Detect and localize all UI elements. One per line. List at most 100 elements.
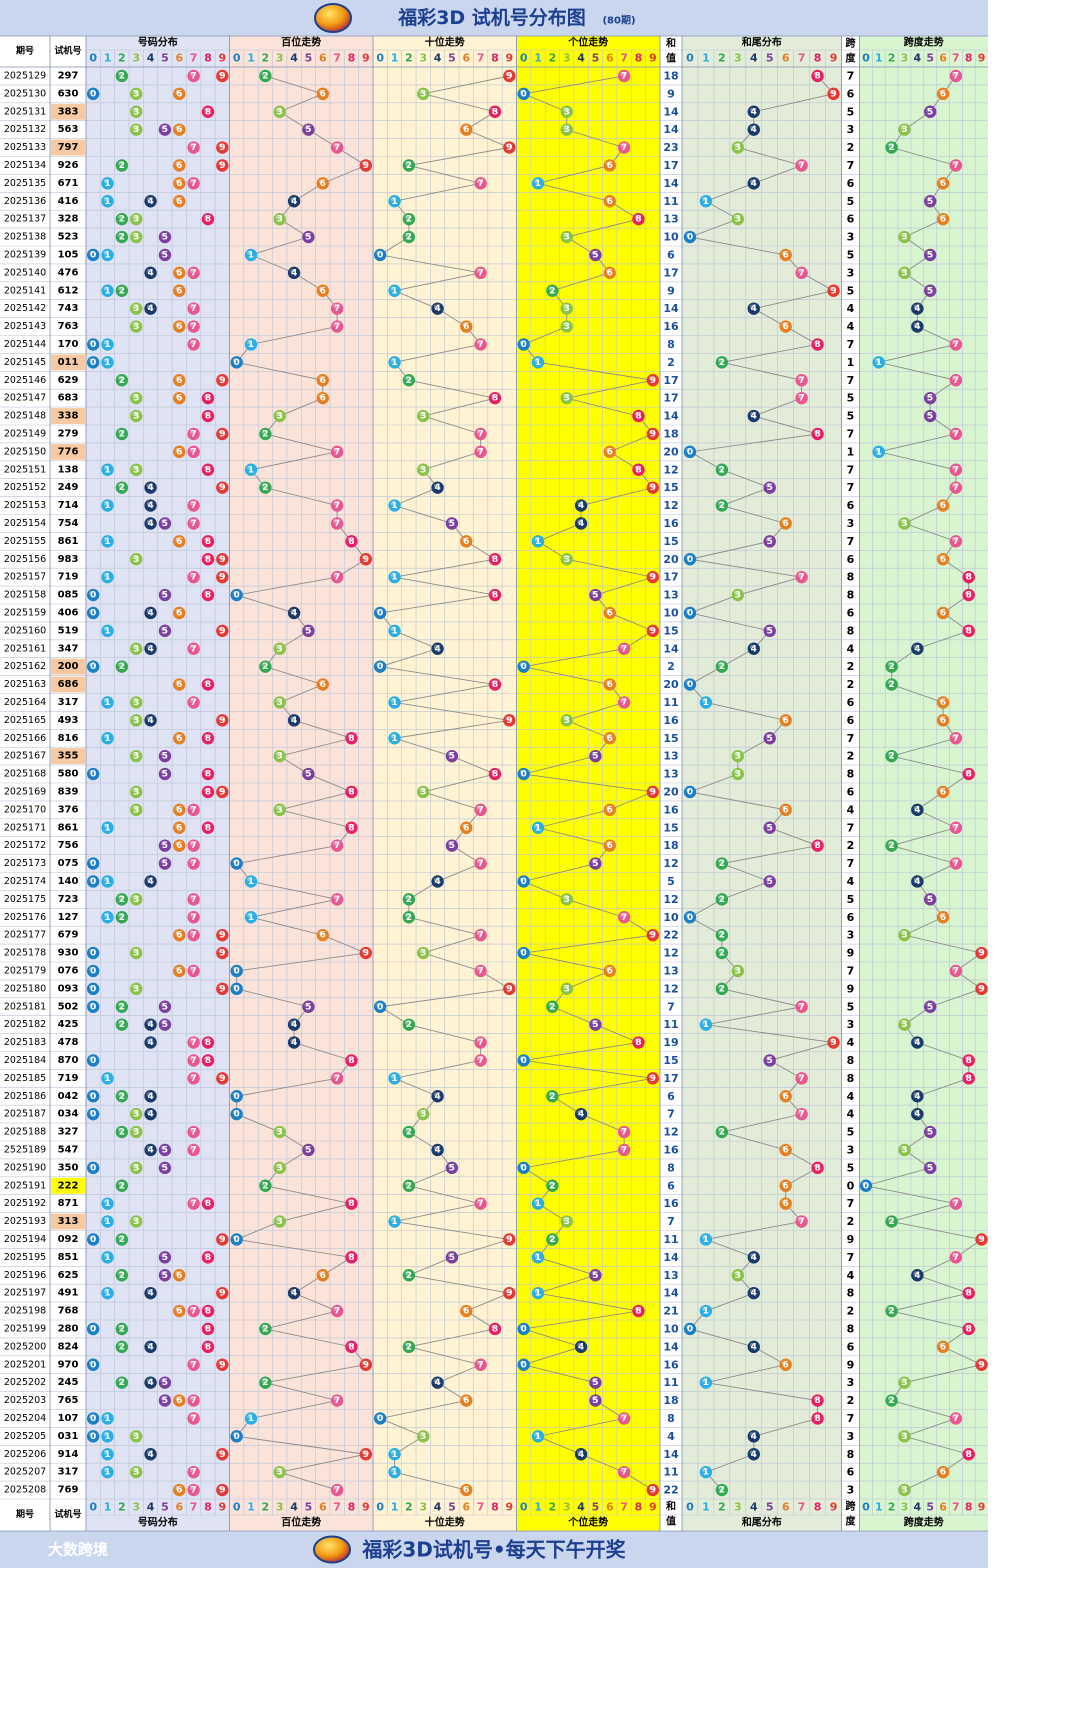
svg-text:0: 0 (687, 608, 693, 618)
hundreds-ball: 4 (287, 1018, 301, 1031)
distribution-ball: 2 (115, 911, 129, 924)
distribution-ball: 5 (158, 1394, 172, 1407)
distribution-ball: 6 (173, 1304, 186, 1318)
span-value: 7 (847, 69, 855, 82)
span-value: 7 (847, 1251, 855, 1264)
span-value: 6 (847, 606, 855, 619)
hundreds-ball: 8 (345, 732, 358, 745)
sum-tail-ball: 0 (683, 606, 697, 620)
svg-text:0: 0 (90, 591, 96, 601)
trial-number: 491 (58, 1288, 79, 1299)
span-value: 3 (847, 231, 855, 244)
footer-digit-label: 5 (766, 1501, 774, 1514)
svg-text:9: 9 (506, 143, 512, 153)
svg-text:3: 3 (133, 1128, 139, 1138)
svg-text:3: 3 (133, 107, 139, 117)
tens-ball: 8 (488, 588, 502, 602)
svg-text:0: 0 (90, 1163, 96, 1173)
distribution-ball: 2 (115, 481, 129, 494)
units-ball: 8 (632, 212, 645, 226)
svg-text:8: 8 (814, 1396, 820, 1406)
svg-text:5: 5 (592, 1271, 598, 1281)
distribution-ball: 7 (187, 803, 200, 817)
units-ball: 4 (574, 1340, 588, 1354)
span-value: 4 (847, 875, 855, 888)
sum-tail-ball: 0 (683, 911, 697, 924)
distribution-ball: 2 (115, 230, 129, 244)
svg-text:2: 2 (119, 1181, 125, 1191)
tens-ball: 7 (474, 928, 487, 942)
hundreds-ball: 3 (273, 1125, 286, 1139)
svg-text:1: 1 (535, 358, 541, 368)
units-ball: 5 (589, 248, 602, 262)
svg-text:2: 2 (888, 143, 894, 153)
svg-text:5: 5 (592, 250, 598, 260)
svg-text:3: 3 (564, 895, 570, 905)
span-value: 7 (847, 159, 855, 172)
svg-text:2: 2 (119, 1020, 125, 1030)
sum-tail-ball: 6 (779, 1197, 792, 1210)
svg-text:2: 2 (888, 1396, 894, 1406)
distribution-ball: 0 (86, 964, 100, 978)
hundreds-ball: 9 (359, 946, 373, 960)
trial-number: 042 (58, 1091, 79, 1102)
distribution-ball: 3 (130, 946, 143, 960)
svg-text:1: 1 (248, 913, 254, 923)
trial-number: 313 (58, 1216, 79, 1227)
svg-text:0: 0 (377, 662, 383, 672)
svg-text:9: 9 (506, 71, 512, 81)
header-hundreds-label: 百位走势 (281, 36, 321, 49)
svg-text:7: 7 (953, 429, 959, 439)
svg-text:8: 8 (814, 429, 820, 439)
header-digit-label: 7 (333, 52, 341, 65)
span-value: 1 (847, 356, 855, 369)
distribution-ball: 7 (187, 445, 200, 459)
footer-digit-label: 4 (913, 1501, 921, 1514)
svg-text:3: 3 (277, 644, 283, 654)
sum-value: 10 (663, 1322, 679, 1335)
footer-digit-label: 9 (362, 1501, 370, 1514)
svg-text:4: 4 (147, 716, 153, 726)
trial-number: 376 (58, 804, 79, 815)
distribution-ball: 7 (187, 911, 200, 924)
svg-text:1: 1 (535, 537, 541, 547)
svg-text:7: 7 (190, 841, 196, 851)
span-value: 9 (847, 1358, 855, 1371)
tens-ball: 6 (460, 1483, 473, 1497)
svg-text:1: 1 (104, 1468, 110, 1478)
span-value: 6 (847, 177, 855, 190)
svg-text:0: 0 (90, 949, 96, 959)
svg-text:5: 5 (162, 859, 168, 869)
sum-tail-ball: 6 (779, 714, 792, 727)
svg-text:2: 2 (719, 949, 725, 959)
tens-ball: 3 (417, 1107, 430, 1121)
span-ball: 8 (962, 1072, 975, 1085)
svg-text:6: 6 (783, 805, 789, 815)
svg-text:8: 8 (814, 71, 820, 81)
span-value: 2 (847, 839, 855, 852)
svg-text:7: 7 (798, 394, 804, 404)
issue-number: 2025134 (4, 160, 46, 171)
svg-text:3: 3 (420, 1110, 426, 1120)
svg-text:9: 9 (363, 1450, 369, 1460)
tens-ball: 0 (373, 660, 387, 673)
svg-text:4: 4 (147, 1092, 153, 1102)
hundreds-ball: 1 (244, 463, 258, 476)
svg-text:9: 9 (219, 1235, 225, 1245)
issue-number: 2025140 (4, 267, 46, 278)
svg-text:4: 4 (147, 1378, 153, 1388)
svg-text:6: 6 (940, 501, 946, 511)
units-ball: 9 (646, 928, 660, 942)
trial-number: 138 (58, 464, 79, 475)
issue-number: 2025196 (4, 1270, 46, 1281)
svg-text:6: 6 (783, 519, 789, 529)
svg-text:3: 3 (564, 125, 570, 135)
svg-text:1: 1 (104, 1217, 110, 1227)
svg-text:8: 8 (635, 465, 641, 475)
units-ball: 1 (531, 535, 545, 548)
svg-text:2: 2 (719, 358, 725, 368)
sum-value: 20 (663, 553, 679, 566)
units-ball: 6 (603, 606, 616, 620)
distribution-ball: 3 (130, 785, 143, 799)
tens-ball: 7 (474, 427, 487, 441)
